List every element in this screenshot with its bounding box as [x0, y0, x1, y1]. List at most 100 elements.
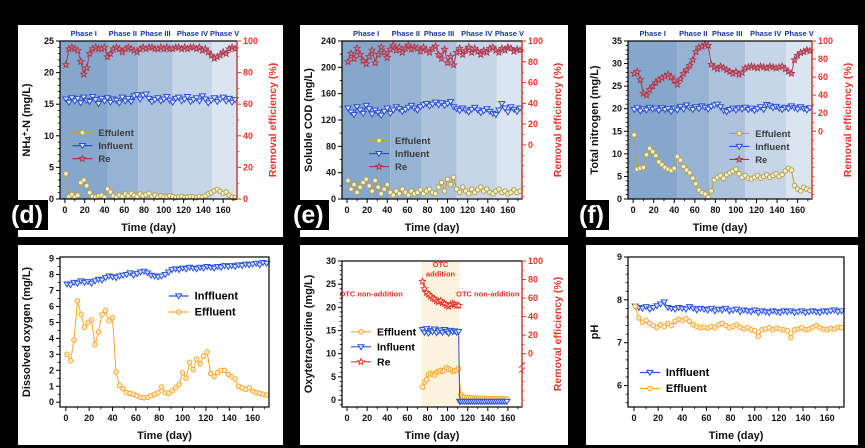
svg-text:4: 4	[49, 333, 54, 343]
svg-text:40: 40	[528, 312, 538, 322]
svg-text:addition: addition	[426, 269, 456, 278]
svg-text:25: 25	[612, 81, 622, 91]
svg-text:160: 160	[245, 413, 260, 423]
svg-text:0: 0	[345, 205, 350, 215]
svg-text:Removal efficiency (%): Removal efficiency (%)	[842, 63, 854, 177]
svg-text:120: 120	[176, 205, 191, 215]
svg-text:0: 0	[63, 413, 68, 423]
svg-text:40: 40	[99, 205, 109, 215]
svg-text:80: 80	[139, 205, 149, 215]
svg-text:80: 80	[528, 275, 538, 285]
svg-text:100: 100	[728, 205, 743, 215]
svg-text:Effulent: Effulent	[98, 128, 134, 139]
svg-text:0: 0	[818, 126, 823, 136]
svg-text:0: 0	[528, 349, 533, 359]
svg-text:80: 80	[528, 57, 538, 67]
svg-text:0: 0	[331, 194, 336, 204]
svg-text:9: 9	[617, 252, 622, 262]
svg-text:Influent: Influent	[377, 341, 415, 353]
panel-e-cod-chart: 0 40 80 120 160 200 240 0 20 40 60 80 100 120 140 160 Ti…	[300, 25, 568, 237]
svg-text:60: 60	[402, 205, 412, 215]
svg-text:60: 60	[131, 413, 141, 423]
svg-text:Phase III: Phase III	[712, 29, 742, 38]
svg-text:20: 20	[528, 330, 538, 340]
svg-text:Phase V: Phase V	[785, 29, 814, 38]
svg-text:60: 60	[528, 293, 538, 303]
svg-text:100: 100	[243, 36, 258, 46]
svg-text:140: 140	[795, 413, 810, 423]
svg-text:5: 5	[617, 171, 622, 181]
svg-text:8: 8	[49, 270, 54, 280]
svg-text:Soluble COD (mg/L): Soluble COD (mg/L)	[303, 68, 315, 172]
svg-text:Phase I: Phase I	[71, 29, 97, 38]
panel-otc-chart: 0 5 10 15 20 25 30 0 20 40 60 80 100 120 140 160 Time (d…	[300, 245, 568, 445]
svg-text:120: 120	[321, 115, 336, 125]
svg-text:40: 40	[382, 413, 392, 423]
svg-text:Time (day): Time (day)	[709, 430, 764, 442]
svg-text:15: 15	[326, 326, 336, 336]
svg-text:80: 80	[710, 205, 720, 215]
svg-text:35: 35	[612, 36, 622, 46]
tn-chart-svg: 0 5 10 15 20 25 30 35 0 20 40 60 80 100 120 140 160 Time …	[589, 29, 854, 234]
svg-text:1: 1	[49, 381, 54, 391]
svg-text:7: 7	[617, 338, 622, 348]
svg-text:160: 160	[500, 413, 515, 423]
svg-text:40: 40	[677, 413, 687, 423]
svg-text:Phase I: Phase I	[353, 29, 379, 38]
svg-text:140: 140	[770, 205, 785, 215]
svg-text:Phase II: Phase II	[392, 29, 420, 38]
svg-text:Time (day): Time (day)	[121, 222, 176, 234]
svg-text:20: 20	[80, 205, 90, 215]
svg-text:20: 20	[818, 108, 828, 118]
svg-text:60: 60	[243, 99, 253, 109]
svg-text:40: 40	[818, 90, 828, 100]
svg-text:160: 160	[216, 205, 231, 215]
svg-text:0: 0	[62, 205, 67, 215]
svg-text:160: 160	[820, 413, 835, 423]
svg-text:0: 0	[631, 205, 636, 215]
svg-text:20: 20	[362, 205, 372, 215]
svg-text:Phase III: Phase III	[140, 29, 170, 38]
panel-label-e: (e)	[288, 200, 329, 230]
svg-text:Removal efficiency (%): Removal efficiency (%)	[267, 63, 279, 177]
svg-text:30: 30	[326, 256, 336, 266]
svg-text:160: 160	[790, 205, 805, 215]
svg-text:10: 10	[44, 131, 54, 141]
svg-text:Effluent: Effluent	[377, 326, 417, 338]
svg-text:140: 140	[480, 413, 495, 423]
svg-text:7: 7	[49, 286, 54, 296]
svg-text:Re: Re	[395, 162, 407, 173]
svg-text:6: 6	[49, 301, 54, 311]
svg-text:120: 120	[460, 413, 475, 423]
svg-text:120: 120	[771, 413, 786, 423]
svg-text:100: 100	[528, 256, 543, 266]
svg-text:100: 100	[156, 205, 171, 215]
svg-text:80: 80	[243, 68, 253, 78]
svg-text:25: 25	[326, 279, 336, 289]
svg-text:Time (day): Time (day)	[405, 430, 460, 442]
svg-text:0: 0	[345, 413, 350, 423]
svg-text:140: 140	[480, 205, 495, 215]
svg-text:120: 120	[749, 205, 764, 215]
svg-text:Inffluent: Inffluent	[195, 291, 239, 303]
svg-text:80: 80	[422, 205, 432, 215]
svg-text:Effluent: Effluent	[195, 307, 236, 319]
panel-f-tn-chart: 0 5 10 15 20 25 30 35 0 20 40 60 80 100 120 140 160 Time …	[586, 25, 858, 237]
nh4n-chart-svg: 0 5 10 15 20 25 0 20 40 60 80 100 120 140 160 Time (day…	[20, 29, 279, 234]
panel-d-nh4n-chart: 0 5 10 15 20 25 0 20 40 60 80 100 120 140 160 Time (day…	[18, 25, 283, 237]
svg-text:25: 25	[44, 36, 54, 46]
svg-text:OTC non-addition: OTC non-addition	[456, 290, 520, 299]
panel-ph-chart: 6 7 8 9 0 20 40 60 80 100 120 140 160 Time (day) pH Inf…	[586, 245, 858, 445]
svg-text:0: 0	[243, 194, 248, 204]
svg-text:Phase II: Phase II	[679, 29, 707, 38]
svg-text:Total nitrogen (mg/L): Total nitrogen (mg/L)	[589, 65, 601, 175]
svg-text:40: 40	[108, 413, 118, 423]
svg-text:40: 40	[528, 98, 538, 108]
svg-text:100: 100	[528, 36, 543, 46]
svg-text:5: 5	[331, 372, 336, 382]
svg-text:240: 240	[321, 36, 336, 46]
svg-text:60: 60	[690, 205, 700, 215]
svg-text:Time (day): Time (day)	[693, 222, 748, 234]
